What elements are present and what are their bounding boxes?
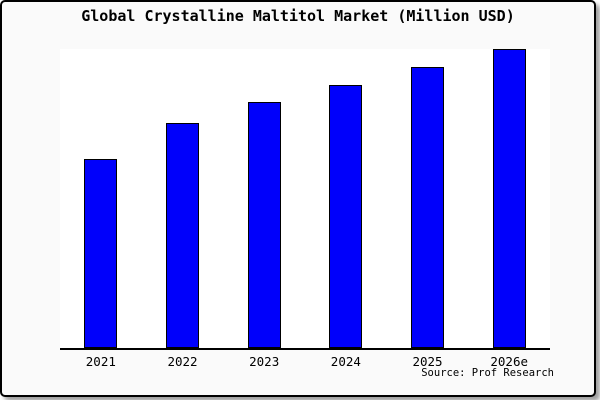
- bar-2023: [247, 102, 281, 348]
- bar-2026e: [492, 49, 526, 348]
- bar-2025: [411, 67, 445, 348]
- bar-slot-2026e: [468, 49, 550, 348]
- x-tick-2023: 2023: [249, 354, 280, 369]
- x-tick-2022: 2022: [167, 354, 198, 369]
- x-tick-2021: 2021: [85, 354, 116, 369]
- bar-2022: [166, 123, 199, 348]
- x-tick-2025: 2025: [412, 354, 443, 369]
- bar-slot-2025: [387, 49, 469, 348]
- bar-slot-2022: [142, 49, 224, 348]
- chart-title: Global Crystalline Maltitol Market (Mill…: [81, 7, 515, 25]
- source-credit: Source: Prof Research: [421, 367, 554, 379]
- plot-area: [60, 49, 550, 350]
- x-tick-2026e: 2026e: [490, 354, 529, 369]
- bar-slot-2021: [60, 49, 142, 348]
- bar-slot-2023: [223, 49, 305, 348]
- bar-slot-2024: [305, 49, 387, 348]
- x-tick-2024: 2024: [330, 354, 361, 369]
- bar-2024: [329, 85, 363, 348]
- bar-2021: [84, 159, 118, 348]
- x-axis-ticks: 2021 2022 2023 2024 2025 2026e: [60, 354, 550, 369]
